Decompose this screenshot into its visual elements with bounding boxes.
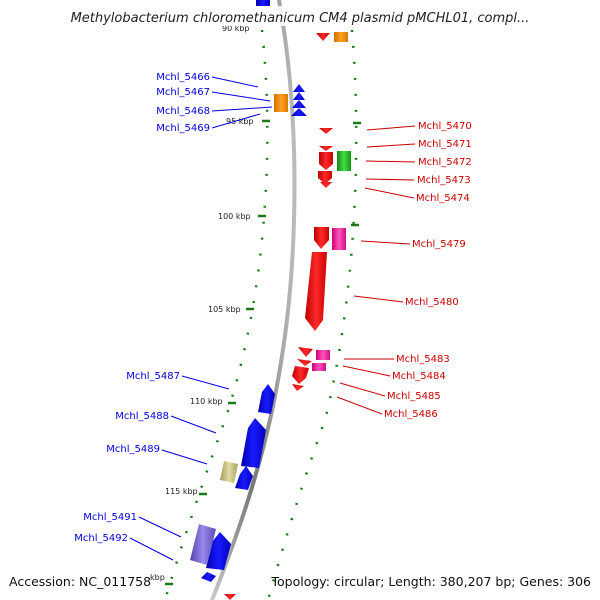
feature-pink-5483[interactable] — [316, 350, 330, 360]
gene-label-mchl-5467[interactable]: Mchl_5467 — [156, 87, 210, 98]
title-background — [55, 6, 545, 26]
gene-feature-mchl-5471[interactable] — [319, 146, 333, 151]
gene-labels-right: Mchl_5470 Mchl_5471 Mchl_5472 Mchl_5473 … — [384, 121, 472, 420]
feature-orange-top[interactable] — [334, 32, 348, 42]
tick-label-100kbp: 100 kbp — [218, 212, 251, 221]
gene-features-forward — [201, 0, 307, 582]
gene-label-mchl-5471[interactable]: Mchl_5471 — [418, 139, 472, 150]
gene-label-mchl-5485[interactable]: Mchl_5485 — [387, 391, 441, 402]
gene-label-mchl-5486[interactable]: Mchl_5486 — [384, 409, 438, 420]
leader-lines-left — [129, 76, 273, 561]
gene-feature-mchl-5473[interactable] — [318, 171, 332, 184]
gene-label-mchl-5469[interactable]: Mchl_5469 — [156, 123, 210, 134]
gene-feature-mchl-5466[interactable] — [293, 84, 305, 92]
gene-feature-mchl-5479[interactable] — [314, 227, 329, 249]
gene-feature-bottom-red[interactable] — [224, 594, 236, 600]
gene-feature-mchl-5472[interactable] — [319, 152, 333, 170]
gene-label-mchl-5484[interactable]: Mchl_5484 — [392, 371, 446, 382]
gene-label-mchl-5479[interactable]: Mchl_5479 — [412, 239, 466, 250]
gene-label-mchl-5480[interactable]: Mchl_5480 — [405, 297, 459, 308]
gene-label-mchl-5470[interactable]: Mchl_5470 — [418, 121, 472, 132]
gene-feature-mchl-5484[interactable] — [297, 359, 312, 366]
gene-feature-mchl-5489[interactable] — [235, 466, 253, 490]
feature-pink-5479[interactable] — [332, 228, 346, 250]
gene-label-mchl-5474[interactable]: Mchl_5474 — [416, 193, 470, 204]
gene-feature-mchl-5487[interactable] — [258, 384, 275, 414]
gene-feature-mchl-5492[interactable] — [201, 572, 216, 582]
gene-feature-mchl-5488[interactable] — [241, 418, 266, 468]
feature-purple-5491[interactable] — [190, 524, 216, 565]
gene-label-mchl-5472[interactable]: Mchl_5472 — [418, 157, 472, 168]
tick-label-110kbp: 110 kbp — [190, 397, 223, 406]
gene-feature-mchl-5486[interactable] — [292, 384, 304, 391]
gene-label-mchl-5466[interactable]: Mchl_5466 — [156, 72, 210, 83]
gene-label-mchl-5473[interactable]: Mchl_5473 — [417, 175, 471, 186]
gene-label-mchl-5488[interactable]: Mchl_5488 — [115, 411, 169, 422]
tick-label-95kbp: 95 kbp — [226, 117, 254, 126]
feature-orange-5467[interactable] — [274, 94, 288, 112]
tick-label-105kbp: 105 kbp — [208, 305, 241, 314]
gene-label-mchl-5487[interactable]: Mchl_5487 — [126, 371, 180, 382]
gene-feature-mchl-5480[interactable] — [305, 252, 327, 331]
gene-feature-mchl-5483[interactable] — [298, 347, 313, 357]
gene-label-mchl-5491[interactable]: Mchl_5491 — [83, 512, 137, 523]
gene-feature-mchl-5485[interactable] — [292, 366, 309, 384]
accession-text: Accession: NC_011758 — [9, 574, 151, 589]
gene-feature-mchl-5491[interactable] — [206, 532, 231, 570]
feature-green-5472[interactable] — [337, 151, 351, 171]
map-title: Methylobacterium chloromethanicum CM4 pl… — [71, 11, 530, 26]
tick-label-90kbp: 90 kbp — [222, 24, 250, 33]
gene-label-mchl-5489[interactable]: Mchl_5489 — [106, 444, 160, 455]
tick-label-kbp: kbp — [150, 573, 165, 582]
gene-feature-top-blue[interactable] — [256, 0, 270, 6]
gene-feature-mchl-5470[interactable] — [319, 128, 333, 134]
gene-features-reverse — [224, 33, 333, 600]
tick-ring-outer — [266, 29, 358, 600]
gene-feature-top-red[interactable] — [316, 33, 330, 41]
gene-label-mchl-5468[interactable]: Mchl_5468 — [156, 106, 210, 117]
feature-olive-5489[interactable] — [220, 461, 238, 483]
feature-pink-5484[interactable] — [312, 363, 326, 371]
kbp-tick-marks — [165, 119, 361, 586]
gene-label-mchl-5483[interactable]: Mchl_5483 — [396, 354, 450, 365]
gene-label-mchl-5492[interactable]: Mchl_5492 — [74, 533, 128, 544]
leader-lines-right — [336, 125, 416, 415]
plasmid-backbone — [209, 0, 297, 600]
topology-text: Topology: circular; Length: 380,207 bp; … — [271, 574, 592, 589]
gene-feature-mchl-5474[interactable] — [320, 182, 332, 188]
gene-labels-left: Mchl_5466 Mchl_5467 Mchl_5468 Mchl_5469 … — [74, 72, 210, 544]
gene-feature-mchl-5467[interactable] — [293, 92, 305, 100]
gene-feature-mchl-5469[interactable] — [291, 108, 307, 116]
tick-label-115kbp: 115 kbp — [165, 487, 198, 496]
gene-feature-mchl-5468[interactable] — [292, 100, 306, 108]
